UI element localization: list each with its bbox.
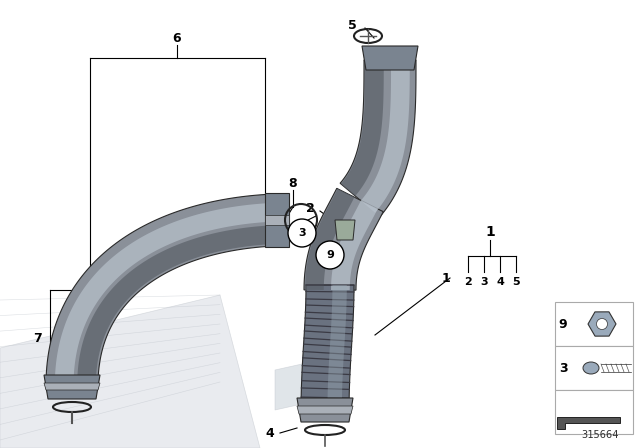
Text: 6: 6 — [173, 31, 181, 44]
Text: 9: 9 — [326, 250, 334, 260]
Circle shape — [316, 241, 344, 269]
Polygon shape — [55, 203, 275, 385]
Text: 1: 1 — [485, 225, 495, 239]
Circle shape — [288, 219, 316, 247]
Polygon shape — [265, 215, 289, 225]
Text: 1: 1 — [441, 271, 450, 284]
Polygon shape — [265, 193, 289, 247]
Polygon shape — [335, 220, 355, 240]
Circle shape — [596, 319, 607, 329]
Text: 4: 4 — [496, 277, 504, 287]
Polygon shape — [331, 200, 378, 290]
Text: 3: 3 — [480, 277, 488, 287]
Text: 315664: 315664 — [581, 430, 619, 440]
Text: 3: 3 — [559, 362, 567, 375]
Text: 9: 9 — [559, 318, 567, 331]
Polygon shape — [304, 188, 383, 290]
Polygon shape — [301, 285, 354, 415]
Polygon shape — [328, 285, 347, 415]
Polygon shape — [305, 189, 355, 290]
Polygon shape — [297, 406, 353, 414]
Polygon shape — [555, 390, 633, 434]
Text: 5: 5 — [348, 18, 356, 31]
Polygon shape — [555, 346, 633, 390]
Text: 3: 3 — [298, 228, 306, 238]
Polygon shape — [46, 194, 276, 385]
Polygon shape — [361, 60, 410, 213]
Text: 7: 7 — [34, 332, 42, 345]
Polygon shape — [362, 46, 418, 70]
Polygon shape — [44, 383, 100, 390]
Polygon shape — [44, 375, 100, 399]
Text: 4: 4 — [266, 426, 275, 439]
Text: 5: 5 — [512, 277, 520, 287]
Polygon shape — [340, 60, 416, 217]
Polygon shape — [55, 335, 100, 380]
Polygon shape — [297, 398, 353, 422]
Text: 8: 8 — [289, 177, 298, 190]
Polygon shape — [555, 302, 633, 346]
Polygon shape — [275, 360, 320, 410]
Polygon shape — [77, 225, 276, 385]
Polygon shape — [0, 295, 260, 448]
Polygon shape — [341, 60, 384, 196]
Text: 2: 2 — [306, 202, 314, 215]
Ellipse shape — [583, 362, 599, 374]
Text: 2: 2 — [464, 277, 472, 287]
Polygon shape — [557, 417, 620, 429]
